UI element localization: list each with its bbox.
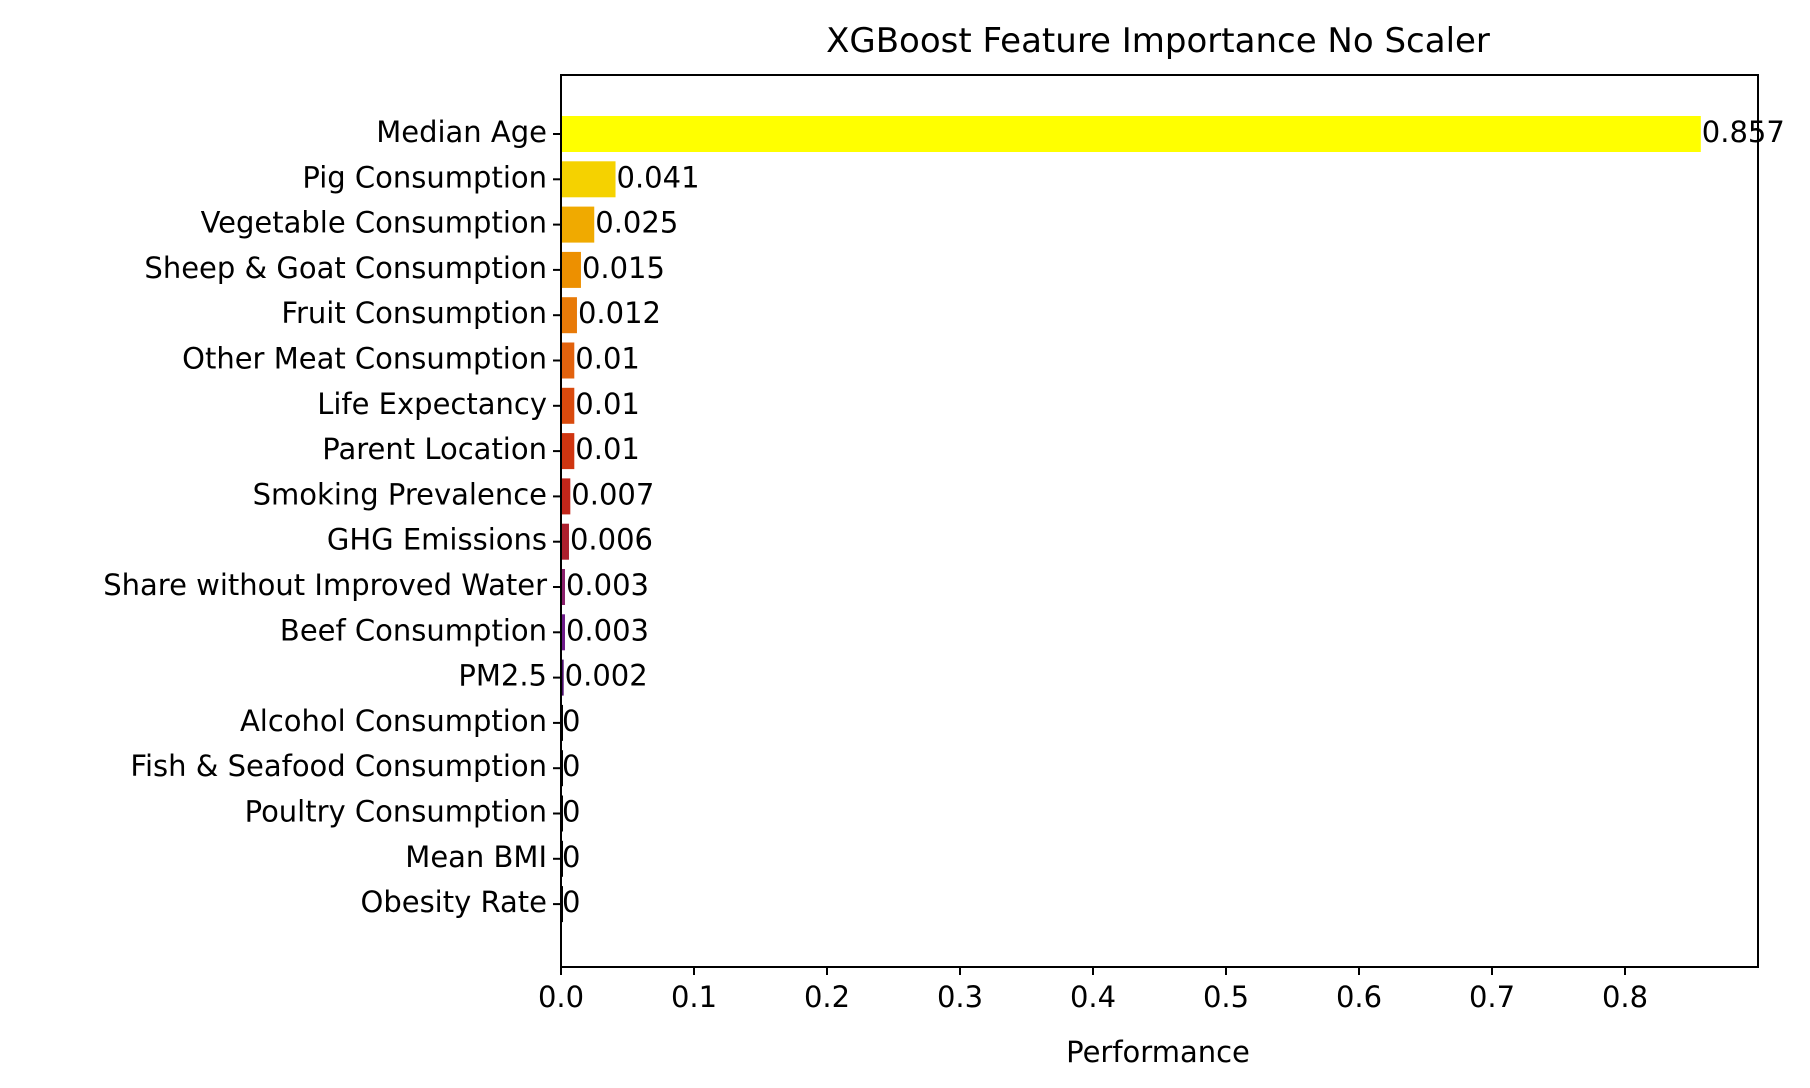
bar-value-label: 0.003 <box>566 613 649 647</box>
x-tick-label: 0.3 <box>937 980 983 1014</box>
x-tick-label: 0.6 <box>1336 980 1382 1014</box>
bar <box>561 387 575 424</box>
bar-value-label: 0 <box>562 704 580 738</box>
y-tick-label: Other Meat Consumption <box>182 342 547 376</box>
bars-group <box>561 116 1701 923</box>
bar-value-label: 0.01 <box>575 387 640 421</box>
bar <box>561 478 571 515</box>
y-tick-label: Poultry Consumption <box>245 795 547 829</box>
y-tick-label: Beef Consumption <box>280 613 547 647</box>
y-tick-label: Parent Location <box>322 432 547 466</box>
bar-value-label: 0.857 <box>1702 115 1785 149</box>
bar <box>561 659 564 696</box>
y-tick-label: Fish & Seafood Consumption <box>130 749 547 783</box>
bar-value-label: 0.006 <box>570 523 653 557</box>
x-tick-label: 0.4 <box>1070 980 1116 1014</box>
y-tick-label: Fruit Consumption <box>281 296 547 330</box>
bar-value-label: 0 <box>562 795 580 829</box>
x-tick-label: 0.1 <box>671 980 717 1014</box>
x-tick-label: 0.0 <box>538 980 584 1014</box>
bar <box>561 251 581 288</box>
bar-value-label: 0.007 <box>571 477 654 511</box>
value-labels-group: 0.857 0.041 0.025 0.015 0.012 0.01 0.01 0.01 0.0… <box>562 115 1785 919</box>
x-axis-label: Performance <box>1066 1035 1250 1069</box>
y-tick-label: Life Expectancy <box>317 387 547 421</box>
bar-value-label: 0 <box>562 840 580 874</box>
bar-value-label: 0.003 <box>566 568 649 602</box>
y-tick-label: Pig Consumption <box>302 160 547 194</box>
y-tick-label: Alcohol Consumption <box>240 704 547 738</box>
chart-title: XGBoost Feature Importance No Scaler <box>826 21 1490 61</box>
x-tick-label: 0.5 <box>1203 980 1249 1014</box>
y-tick-label: Obesity Rate <box>361 885 548 919</box>
bar <box>561 206 595 243</box>
x-tick-label: 0.7 <box>1469 980 1515 1014</box>
bar <box>561 433 575 470</box>
x-axis-group: 0.0 0.1 0.2 0.3 0.4 0.5 0.6 0.7 0.8 <box>538 967 1648 1014</box>
bar <box>561 614 565 651</box>
y-tick-label: Mean BMI <box>405 840 547 874</box>
bar-value-label: 0.025 <box>595 206 678 240</box>
y-tick-labels-group: Median Age Pig Consumption Vegetable Consu… <box>103 115 561 919</box>
bar <box>561 569 565 605</box>
bar <box>561 523 569 560</box>
bar-value-label: 0.041 <box>617 160 700 194</box>
bar <box>561 116 1701 152</box>
bar-value-label: 0.002 <box>565 659 648 693</box>
plot-frame <box>560 74 1759 968</box>
bar-value-label: 0.015 <box>582 251 665 285</box>
bar <box>561 297 577 334</box>
y-tick-label: GHG Emissions <box>327 523 547 557</box>
x-tick-label: 0.8 <box>1602 980 1648 1014</box>
bar <box>561 161 616 198</box>
bar-value-label: 0.01 <box>575 432 640 466</box>
y-tick-label: PM2.5 <box>458 659 547 693</box>
bar-value-label: 0.01 <box>575 342 640 376</box>
y-tick-label: Median Age <box>376 115 547 149</box>
bar-value-label: 0 <box>562 749 580 783</box>
y-tick-label: Share without Improved Water <box>103 568 547 602</box>
bar <box>561 342 575 379</box>
y-tick-label: Vegetable Consumption <box>201 206 547 240</box>
x-tick-label: 0.2 <box>804 980 850 1014</box>
y-tick-label: Sheep & Goat Consumption <box>144 251 547 285</box>
y-tick-label: Smoking Prevalence <box>253 477 547 511</box>
bar-value-label: 0 <box>562 885 580 919</box>
bar-value-label: 0.012 <box>578 296 661 330</box>
